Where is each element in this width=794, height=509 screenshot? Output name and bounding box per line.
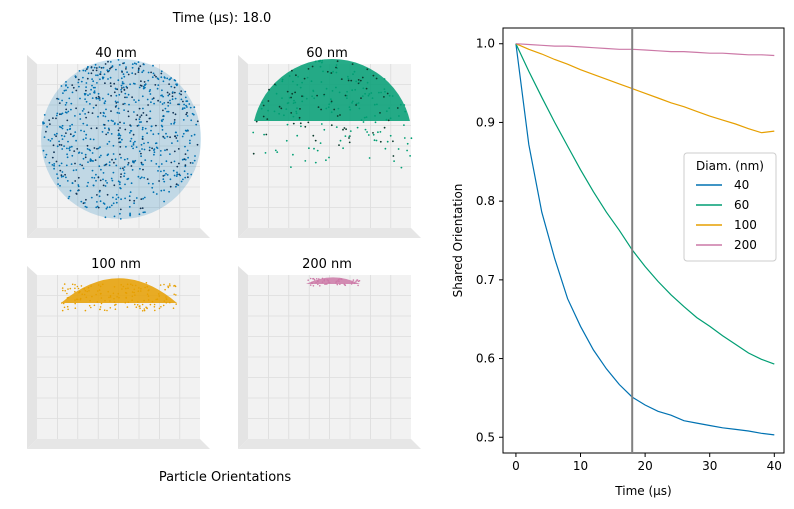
time-readout: Time (µs): 18.0: [172, 11, 272, 26]
particle-dots: [61, 278, 177, 312]
series-line-40: [515, 43, 775, 436]
sphere-cap: [61, 278, 177, 303]
panel-side-wall: [238, 266, 248, 449]
x-tick-label: 10: [573, 459, 588, 473]
legend-entry: 60: [734, 198, 749, 212]
x-tick-label: 30: [702, 459, 717, 473]
panel-40-nm: 40 nm: [27, 46, 210, 238]
panel-floor: [27, 439, 210, 449]
panel-100-nm: 100 nm: [27, 257, 210, 449]
y-tick-label: 0.6: [476, 352, 495, 366]
particle-dots: [306, 277, 361, 287]
panel-60-nm: 60 nm: [238, 46, 421, 238]
y-tick-label: 1.0: [476, 37, 495, 51]
panel-title: 100 nm: [91, 257, 141, 272]
series-line-200: [515, 43, 775, 57]
panel-title: 40 nm: [95, 46, 137, 61]
panel-200-nm: 200 nm: [238, 257, 421, 449]
x-tick-label: 40: [767, 459, 782, 473]
legend: Diam. (nm) 40 60 100 200: [683, 152, 777, 262]
legend-box: [683, 152, 777, 262]
y-tick-label: 0.8: [476, 194, 495, 208]
orientation-panels: 40 nm 60 nm 100 nm 200 nm: [27, 46, 421, 449]
legend-entry: 40: [734, 178, 749, 192]
legend-title: Diam. (nm): [696, 159, 764, 173]
y-tick-label: 0.9: [476, 115, 495, 129]
series-line-100: [515, 43, 775, 134]
x-tick-label: 0: [512, 459, 520, 473]
legend-entry: 200: [734, 238, 757, 252]
panel-floor: [238, 439, 421, 449]
panel-floor: [238, 228, 421, 238]
shared-orientation-chart: 0 10 20 30 40 0.5 0.6 0.7 0.8 0.9 1.0 Time (µs) Shar…: [451, 27, 785, 498]
panel-floor: [27, 228, 210, 238]
y-tick-label: 0.5: [476, 430, 495, 444]
sphere-cap: [254, 59, 410, 121]
series-line-60: [515, 43, 775, 365]
x-tick-label: 20: [637, 459, 652, 473]
sphere-shell: [41, 59, 201, 219]
panel-side-wall: [27, 55, 37, 238]
panel-side-wall: [238, 55, 248, 238]
particle-dots: [252, 59, 413, 169]
panel-title: 200 nm: [302, 257, 352, 272]
x-axis-label: Time (µs): [614, 484, 671, 498]
y-axis-label: Shared Orientation: [451, 184, 465, 298]
panel-title: 60 nm: [306, 46, 348, 61]
particle-dots: [41, 59, 201, 220]
plot-frame: [502, 27, 785, 454]
panel-side-wall: [27, 266, 37, 449]
left-caption: Particle Orientations: [159, 470, 292, 485]
legend-entry: 100: [734, 218, 757, 232]
y-tick-label: 0.7: [476, 273, 495, 287]
